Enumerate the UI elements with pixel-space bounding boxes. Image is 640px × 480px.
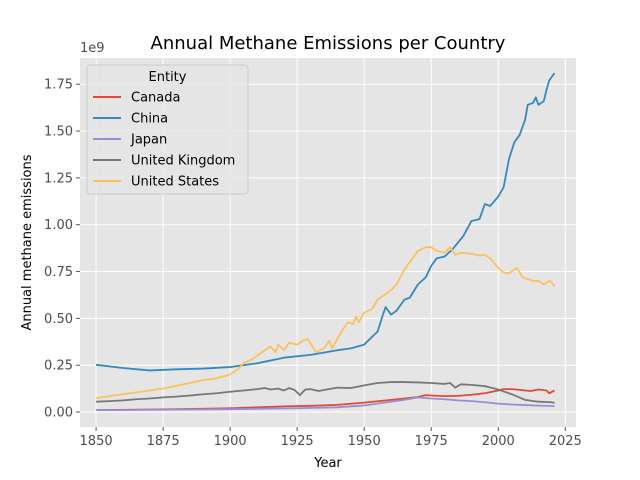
- x-tick-label: 1950: [348, 434, 381, 449]
- x-tick-label: 2025: [549, 434, 582, 449]
- series-layer: [95, 72, 556, 412]
- x-axis-label: Year: [313, 456, 342, 471]
- y-tick-label: 1.75: [44, 78, 73, 93]
- x-tick-label: 1850: [80, 434, 113, 449]
- x-axis-ticks: 1850 1875 1900 1925 1950 1975 2000 2025: [80, 427, 582, 449]
- legend-label: Canada: [131, 91, 180, 106]
- x-tick-label: 1925: [281, 434, 314, 449]
- series-line-united-states: [95, 246, 556, 399]
- legend-entries: Canada China Japan United Kingdom United Sta…: [93, 91, 235, 190]
- series-line-china: [95, 72, 556, 372]
- legend-label: China: [131, 112, 168, 127]
- y-axis-ticks: 0.00 0.25 0.50 0.75 1.00 1.25 1.50 1.75: [44, 78, 80, 421]
- legend-item-united-kingdom: United Kingdom: [93, 154, 235, 169]
- x-tick-label: 1975: [415, 434, 448, 449]
- legend-item-canada: Canada: [93, 91, 180, 106]
- legend-item-japan: Japan: [93, 133, 167, 148]
- legend-label: Japan: [130, 133, 167, 148]
- series-line-japan: [96, 396, 555, 412]
- x-tick-label: 1875: [147, 434, 180, 449]
- y-tick-label: 1.00: [44, 218, 73, 233]
- y-tick-label: 0.00: [44, 406, 73, 421]
- y-tick-label: 0.50: [44, 312, 73, 327]
- legend-title: Entity: [149, 70, 187, 85]
- x-tick-label: 2000: [482, 434, 515, 449]
- legend: Entity Canada China Japan United Kingdom Uni…: [86, 64, 249, 195]
- y-tick-label: 1.25: [44, 171, 73, 186]
- legend-item-united-states: United States: [93, 175, 219, 190]
- legend-box: [86, 64, 249, 195]
- y-tick-label: 0.75: [44, 265, 73, 280]
- legend-label: United States: [131, 175, 219, 190]
- chart-title: Annual Methane Emissions per Country: [151, 33, 506, 54]
- series-line-united-kingdom: [96, 381, 555, 404]
- y-tick-label: 0.25: [44, 359, 73, 374]
- legend-label: United Kingdom: [131, 154, 235, 169]
- y-tick-label: 1.50: [44, 125, 73, 140]
- series-line-canada: [96, 388, 555, 412]
- grid: [80, 58, 576, 427]
- legend-item-china: China: [93, 112, 168, 127]
- y-axis-label: Annual methane emissions: [20, 154, 35, 330]
- y-axis-multiplier: 1e9: [80, 41, 105, 56]
- x-tick-label: 1900: [214, 434, 247, 449]
